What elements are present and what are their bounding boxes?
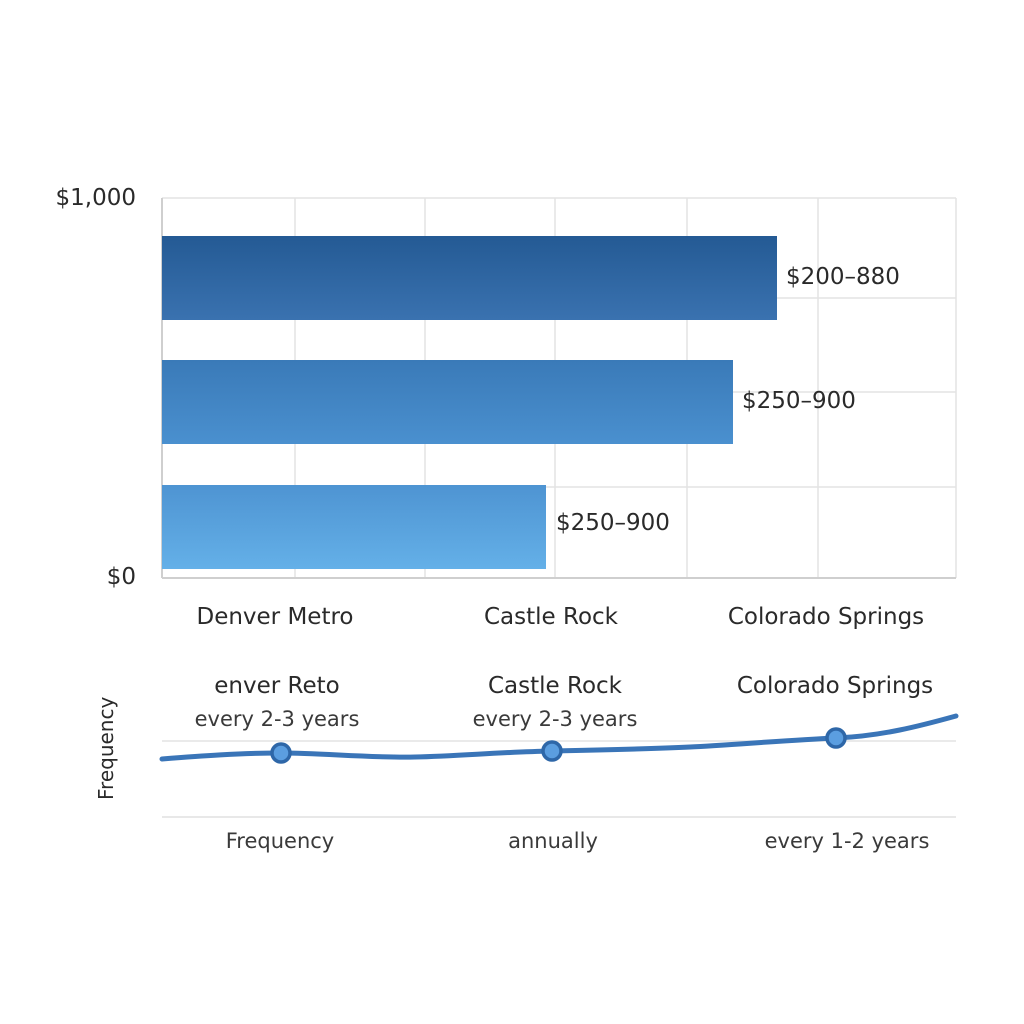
- bar-2: [162, 485, 546, 569]
- frequency-point-title-0: enver Reto: [214, 673, 340, 699]
- frequency-point-2: [825, 727, 847, 749]
- bar-1: [162, 360, 733, 444]
- frequency-point-0: [270, 742, 292, 764]
- bar-0: [162, 236, 777, 320]
- y-tick-min: $0: [106, 564, 136, 590]
- frequency-point-subtitle-0: every 2-3 years: [194, 707, 360, 731]
- category-label-2: Colorado Springs: [727, 604, 925, 630]
- frequency-bottom-label-0: Frequency: [225, 829, 335, 853]
- line-chart-marks: [159, 713, 959, 764]
- bar-value-label-1: $250–900: [742, 388, 856, 414]
- category-label-0: Denver Metro: [196, 604, 354, 630]
- frequency-point-1: [541, 740, 563, 762]
- frequency-point-title-2: Colorado Springs: [736, 673, 934, 699]
- frequency-axis-label: Frequency: [94, 696, 118, 800]
- frequency-point-subtitle-1: every 2-3 years: [472, 707, 638, 731]
- frequency-bottom-label-2: every 1-2 years: [764, 829, 930, 853]
- category-label-1: Castle Rock: [484, 604, 618, 630]
- frequency-point-title-1: Castle Rock: [488, 673, 622, 699]
- y-tick-max: $1,000: [55, 185, 136, 211]
- bar-chart-marks: [162, 236, 777, 569]
- bar-value-label-2: $250–900: [556, 510, 670, 536]
- frequency-bottom-label-1: annually: [508, 829, 598, 853]
- bar-value-label-0: $200–880: [786, 264, 900, 290]
